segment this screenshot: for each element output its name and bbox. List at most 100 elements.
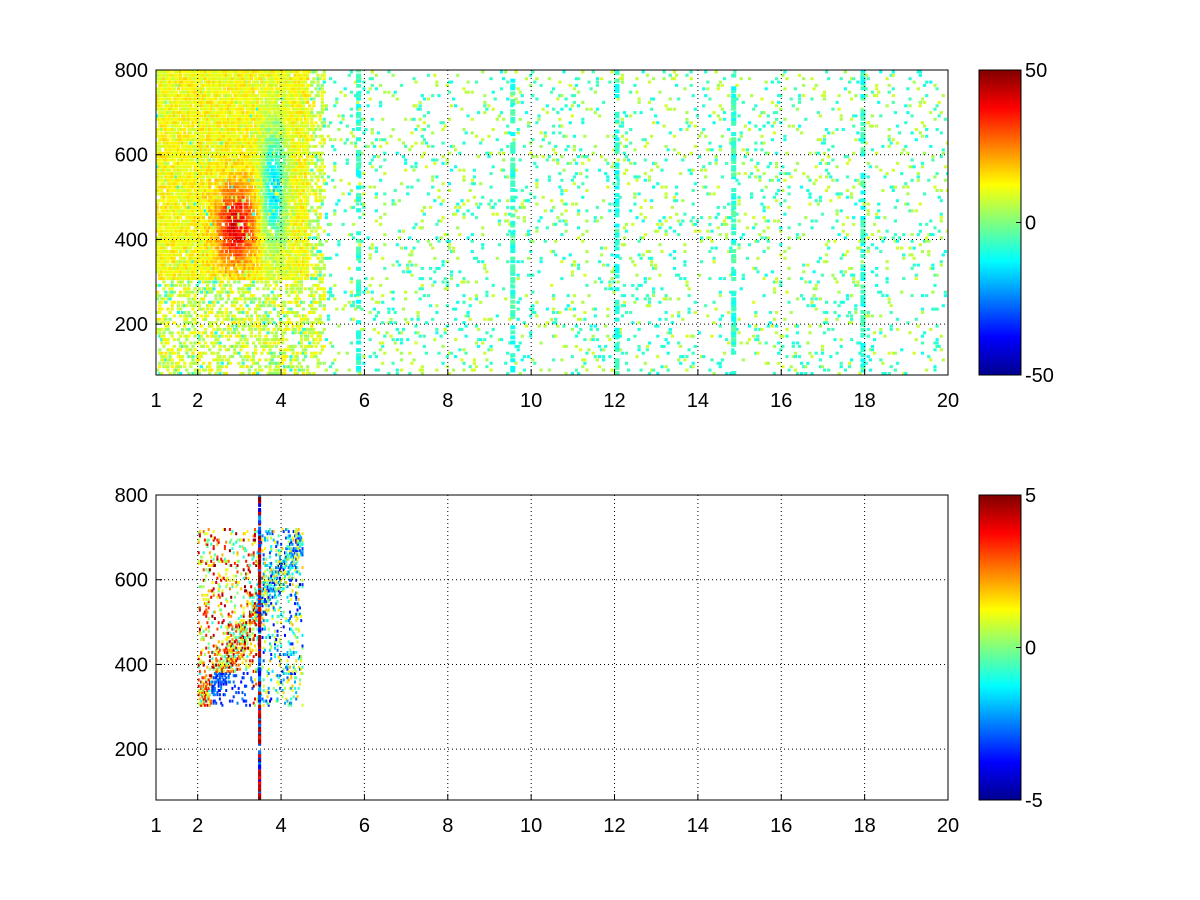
heatmap-cell (285, 185, 289, 189)
heatmap-cell (224, 161, 228, 165)
heatmap-cell (260, 100, 264, 104)
heatmap-cell (208, 192, 212, 196)
heatmap-cell (276, 97, 281, 101)
heatmap-cell (268, 351, 272, 355)
heatmap-cell (276, 128, 281, 131)
heatmap-cell (203, 222, 208, 226)
heatmap-cell (233, 253, 237, 257)
heatmap-cell (208, 117, 212, 121)
heatmap-cell (203, 185, 208, 189)
heatmap-cell (272, 134, 276, 138)
heatmap-cell (203, 107, 208, 111)
heatmap-cell (193, 348, 197, 352)
heatmap-cell (193, 246, 197, 250)
heatmap-cell (212, 195, 216, 199)
heatmap-cell (247, 324, 251, 328)
heatmap-cell (276, 246, 281, 250)
heatmap-cell (266, 100, 270, 104)
heatmap-cell (297, 134, 301, 138)
heatmap-cell (226, 155, 231, 159)
heatmap-cell (235, 256, 239, 260)
heatmap-cell (279, 192, 283, 196)
heatmap-cell (174, 100, 178, 104)
heatmap-cell (162, 87, 166, 91)
heatmap-cell (251, 155, 256, 159)
heatmap-cell (176, 87, 180, 91)
heatmap-cell (206, 114, 210, 118)
heatmap-cell (220, 117, 224, 121)
heatmap-cell (172, 114, 176, 118)
heatmap-cell (264, 87, 268, 91)
heatmap-cell (228, 158, 233, 162)
heatmap-cell (281, 277, 285, 281)
heatmap-cell (218, 341, 222, 345)
heatmap-cell (285, 266, 289, 270)
heatmap-cell (178, 341, 183, 345)
heatmap-cell (283, 70, 287, 74)
heatmap-cell (287, 104, 291, 108)
heatmap-cell (218, 195, 222, 199)
heatmap-cell (183, 243, 187, 247)
heatmap-cell (164, 294, 168, 298)
heatmap-cell (176, 128, 180, 131)
heatmap-cell (181, 202, 185, 206)
heatmap-cell (226, 148, 231, 152)
heatmap-cell (297, 202, 301, 206)
heatmap-cell (212, 280, 216, 284)
heatmap-cell (272, 100, 276, 104)
heatmap-cell (214, 273, 218, 277)
heatmap-cell (274, 195, 278, 199)
heatmap-cell (283, 355, 287, 359)
heatmap-cell (222, 165, 226, 169)
heatmap-cell (226, 358, 231, 362)
heatmap-cell (228, 161, 233, 165)
heatmap-cell (172, 138, 176, 142)
heatmap-cell (214, 314, 218, 318)
heatmap-cell (178, 192, 183, 196)
heatmap-cell (210, 165, 214, 169)
heatmap-cell (222, 243, 226, 247)
heatmap-cell (183, 128, 187, 131)
heatmap-cell (285, 311, 289, 314)
heatmap-cell (276, 256, 281, 260)
heatmap-cell (208, 321, 212, 325)
heatmap-cell (176, 73, 180, 77)
heatmap-cell (156, 90, 160, 94)
heatmap-cell (235, 121, 239, 125)
heatmap-cell (293, 158, 297, 162)
heatmap-cell (231, 277, 235, 281)
heatmap-cell (164, 260, 168, 264)
heatmap-cell (256, 192, 260, 196)
heatmap-cell (274, 77, 278, 81)
heatmap-cell (254, 107, 258, 111)
heatmap-cell (243, 161, 247, 165)
heatmap-cell (239, 104, 243, 108)
heatmap-cell (178, 334, 183, 338)
heatmap-cell (189, 100, 193, 104)
heatmap-cell (185, 107, 189, 111)
heatmap-cell (168, 266, 172, 270)
heatmap-cell (301, 185, 306, 189)
heatmap-cell (203, 138, 208, 142)
heatmap-cell (199, 131, 203, 135)
heatmap-cell (220, 250, 224, 253)
heatmap-cell (291, 311, 295, 314)
heatmap-cell (264, 100, 268, 104)
heatmap-cell (166, 168, 170, 172)
heatmap-cell (239, 365, 243, 369)
heatmap-cell (293, 236, 297, 240)
heatmap-cell (239, 70, 243, 74)
heatmap-cell (170, 351, 174, 355)
heatmap-cell (301, 195, 306, 199)
heatmap-cell (176, 138, 180, 142)
heatmap-cell (260, 104, 264, 108)
heatmap-cell (160, 243, 164, 247)
heatmap-cell (279, 104, 283, 108)
heatmap-cell (193, 239, 197, 243)
heatmap-cell (158, 199, 162, 203)
heatmap-cell (168, 199, 172, 203)
heatmap-cell (172, 219, 176, 223)
heatmap-cell (270, 361, 274, 365)
heatmap-cell (187, 246, 191, 250)
heatmap-cell (183, 182, 187, 186)
